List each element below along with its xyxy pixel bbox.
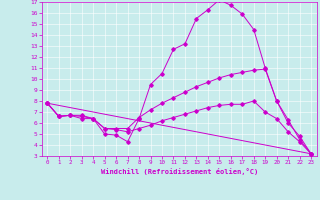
X-axis label: Windchill (Refroidissement éolien,°C): Windchill (Refroidissement éolien,°C) xyxy=(100,168,258,175)
